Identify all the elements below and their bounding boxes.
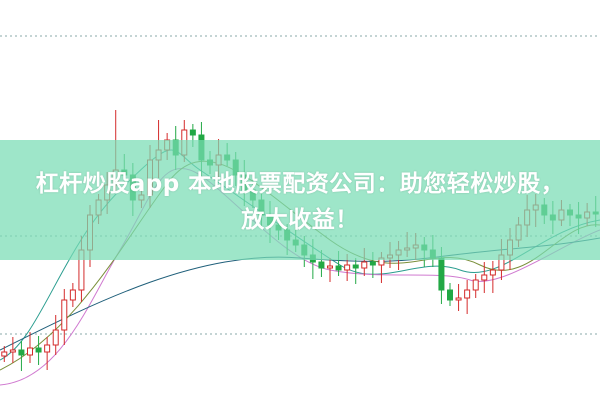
candle-body <box>369 261 376 266</box>
candle-body <box>438 257 445 291</box>
title-line-1: 杠杆炒股app 本地股票配资公司：助您轻松炒股， <box>35 171 565 197</box>
candle-body <box>1 351 8 357</box>
candle-body <box>189 129 196 136</box>
candle-body <box>35 347 42 353</box>
candle-body <box>481 274 488 281</box>
candle-body <box>489 269 496 276</box>
candle-body <box>352 264 359 269</box>
candle-body <box>361 261 368 269</box>
candle-body <box>344 264 351 271</box>
candle-body <box>447 289 453 301</box>
title-banner <box>0 140 600 260</box>
title-line-2: 放大收益！ <box>241 207 359 233</box>
candle-body <box>9 349 16 353</box>
candle-body <box>27 347 33 356</box>
candle-body <box>327 265 333 269</box>
candle-body <box>455 297 462 301</box>
candle-body <box>472 279 479 291</box>
candle-body <box>318 261 325 269</box>
candle-body <box>44 344 51 353</box>
candle-body <box>52 329 59 346</box>
candle-body <box>69 289 76 301</box>
candle-body <box>335 265 342 271</box>
candle-body <box>464 289 471 299</box>
candle-body <box>18 349 25 356</box>
article-title: 杠杆炒股app 本地股票配资公司：助您轻松炒股， 放大收益！ <box>0 166 600 238</box>
candle-body <box>61 299 68 331</box>
